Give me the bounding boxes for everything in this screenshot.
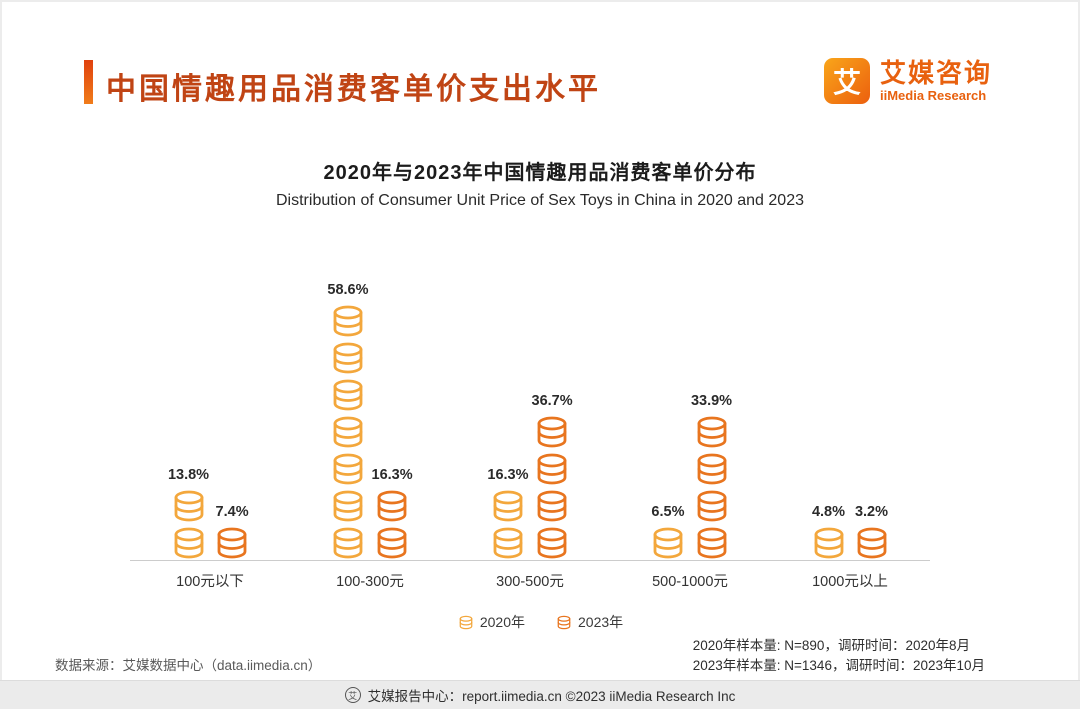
value-label: 3.2% [854,504,889,520]
bar-2023年: 33.9% [691,393,732,560]
coin-stack-icon [333,416,363,448]
category-group: 4.8% 3.2% [770,268,930,560]
plot-area: 13.8% 7.4% 58.6% 16.3% 16.3% 36.7% 6.5% 33.9% 4.… [130,268,930,560]
title-accent-bar [84,60,93,104]
legend-label: 2023年 [578,614,624,630]
bar-2023年: 16.3% [372,467,413,560]
sample-info-2023: 2023年样本量: N=1346，调研时间：2023年10月 [692,657,985,673]
category-group: 6.5% 33.9% [610,268,770,560]
value-label: 33.9% [690,393,733,409]
coin-stack-icon [377,527,407,559]
value-label: 36.7% [531,393,573,409]
legend-label: 2020年 [479,614,525,630]
aimedia-badge-icon: 艾 [344,687,361,703]
coin-stack-icon [217,527,247,559]
coin-stack [692,415,732,560]
bar-pair: 13.8% 7.4% [168,467,252,560]
legend-item: 2023年 [555,612,623,632]
coin-stack-icon [333,453,363,485]
x-axis-tick-label: 1000元以上 [812,574,888,590]
brand-logo: 艾 艾媒咨询 iiMedia Research [823,58,992,104]
x-axis-tick-label: 500-1000元 [652,574,728,590]
coin-stack-icon [333,342,363,374]
bar-2023年: 7.4% [212,504,252,560]
aimedia-logo-icon: 艾 [823,58,870,104]
coin-stack-icon [653,527,683,559]
coin-stack-icon [857,527,886,559]
coin-stack [212,526,252,560]
value-label: 4.8% [811,504,846,520]
coin-stack [488,489,528,560]
coin-stack-icon [537,453,567,485]
coin-stack-icon [174,490,203,522]
legend: 2020年 2023年 [0,612,1080,632]
x-axis-line [130,560,930,561]
brand-logo-text: 艾媒咨询 iiMedia Research [880,59,992,103]
bar-2020年: 13.8% [168,467,209,560]
sample-info: 2020年样本量: N=890，调研时间：2020年8月 2023年样本量: N… [693,636,985,675]
coin-stack-icon [557,615,571,629]
brand-name-cn: 艾媒咨询 [879,58,992,89]
coin-stack [372,489,412,560]
bar-pair: 6.5% 33.9% [648,393,732,560]
footer-report-text: 艾媒报告中心：report.iimedia.cn ©2023 iiMedia R… [367,689,736,704]
coin-stack-icon [814,527,843,559]
page-title: 中国情趣用品消费客单价支出水平 [106,73,601,106]
coin-stack-icon [537,527,567,559]
bar-pair: 4.8% 3.2% [809,504,892,560]
coin-stack-icon [697,416,726,448]
bar-2020年: 58.6% [327,282,369,560]
value-label: 16.3% [487,467,529,483]
value-label: 58.6% [327,282,369,298]
coin-stack [328,304,368,560]
footer-bar: 艾 艾媒报告中心：report.iimedia.cn ©2023 iiMedia… [0,680,1080,709]
chart-title: 2020年与2023年中国情趣用品消费客单价分布 [323,162,757,184]
coin-stack-icon [493,490,523,522]
coin-stack [169,489,209,560]
coin-stack-icon [377,490,407,522]
coin-stack [852,526,892,560]
x-axis-labels: 100元以下 100-300元 300-500元 500-1000元 1000元以上 [130,570,930,591]
coin-stack-icon [333,379,363,411]
data-source: 数据来源：艾媒数据中心（data.iimedia.cn） [55,658,322,673]
bar-pair: 16.3% 36.7% [487,393,573,560]
coin-stack-icon [537,416,567,448]
coin-stack-icon [537,490,567,522]
coin-stack [648,526,688,560]
bar-pair: 58.6% 16.3% [327,282,413,560]
category-group: 13.8% 7.4% [130,268,290,560]
x-axis-tick-label: 300-500元 [496,574,564,590]
coin-stack-icon [493,527,523,559]
category-group: 16.3% 36.7% [450,268,610,560]
sample-info-2020: 2020年样本量: N=890，调研时间：2020年8月 [692,638,970,653]
coin-stack-icon [697,527,726,559]
bar-2020年: 6.5% [648,504,688,560]
coin-stack-icon [174,527,203,559]
value-label: 16.3% [371,467,413,483]
x-axis-tick-label: 100-300元 [336,574,404,590]
value-label: 7.4% [215,504,249,520]
value-label: 13.8% [167,467,210,483]
value-label: 6.5% [651,504,685,520]
coin-stack-icon [697,490,726,522]
bar-2020年: 16.3% [487,467,529,560]
coin-stack-icon [697,453,726,485]
coin-stack [532,415,572,560]
bar-2023年: 3.2% [852,504,892,560]
bar-2020年: 4.8% [809,504,849,560]
coin-stack [809,526,849,560]
coin-stack-icon [459,615,473,629]
brand-name-en: iiMedia Research [879,87,987,103]
coin-stack-icon [333,305,363,337]
coin-stack-icon [333,527,363,559]
bar-2023年: 36.7% [532,393,573,560]
coin-stack-icon [333,490,363,522]
x-axis-tick-label: 100元以下 [176,574,244,590]
chart-subtitle: Distribution of Consumer Unit Price of S… [276,192,804,209]
category-group: 58.6% 16.3% [290,268,450,560]
legend-item: 2020年 [457,612,525,632]
